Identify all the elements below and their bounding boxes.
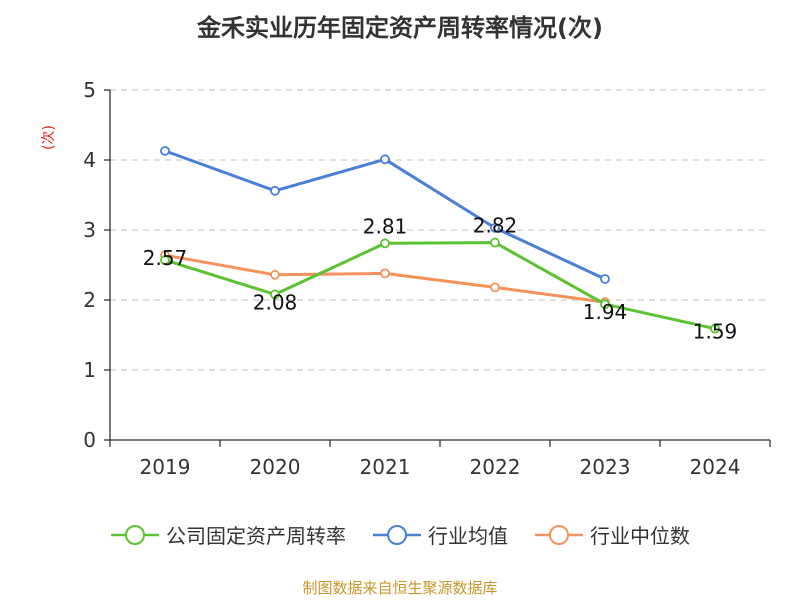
data-point[interactable] [710,323,720,334]
data-label: 1.59 [693,320,738,344]
data-point[interactable] [600,299,610,310]
y-tick-label: 4 [83,148,96,172]
data-point[interactable] [380,268,390,279]
legend-swatch-marker [387,524,407,545]
x-tick-label: 2021 [360,455,411,479]
data-point[interactable] [270,269,280,280]
x-tick-label: 2024 [690,455,741,479]
source-note: 制图数据来自恒生聚源数据库 [302,579,498,597]
series-line-2 [164,253,606,304]
legend-swatch-marker [549,524,569,545]
y-tick-label: 0 [83,428,96,452]
data-point[interactable] [490,222,500,233]
y-tick-label: 2 [83,288,96,312]
x-tick-label: 2020 [250,455,301,479]
data-point[interactable] [270,185,280,196]
legend-swatch [111,524,159,545]
data-point[interactable] [490,282,500,293]
data-label: 2.08 [253,290,298,314]
chart-title: 金禾实业历年固定资产周转率情况(次) [197,14,603,42]
data-point[interactable] [160,255,170,266]
legend-swatch-marker [125,524,145,545]
data-point[interactable] [600,274,610,284]
data-point[interactable] [380,238,390,249]
x-tick-label: 2022 [470,455,521,479]
data-point[interactable] [490,237,500,248]
data-point[interactable] [270,289,280,300]
x-tick-label: 2019 [140,455,191,479]
legend-label: 行业中位数 [590,524,690,548]
y-tick-label: 5 [83,78,96,102]
legend-item[interactable]: 行业中位数 [534,520,690,549]
x-tick-label: 2023 [580,455,631,479]
data-label: 2.82 [473,214,518,238]
legend-swatch [535,524,583,545]
data-label: 2.57 [143,246,188,270]
y-tick-label: 3 [83,218,96,242]
legend-label: 行业均值 [428,524,508,548]
legend-item[interactable]: 公司固定资产周转率 [110,520,346,549]
legend: 公司固定资产周转率 行业均值 行业中位数 [0,520,800,549]
data-point[interactable] [380,154,390,165]
data-label: 1.94 [583,300,628,324]
data-label: 2.81 [363,214,408,238]
legend-swatch [373,524,421,545]
legend-item[interactable]: 行业均值 [372,520,508,549]
series-line-0 [164,241,716,331]
legend-label: 公司固定资产周转率 [166,524,346,548]
data-point[interactable] [160,145,170,156]
y-tick-label: 1 [83,358,96,382]
